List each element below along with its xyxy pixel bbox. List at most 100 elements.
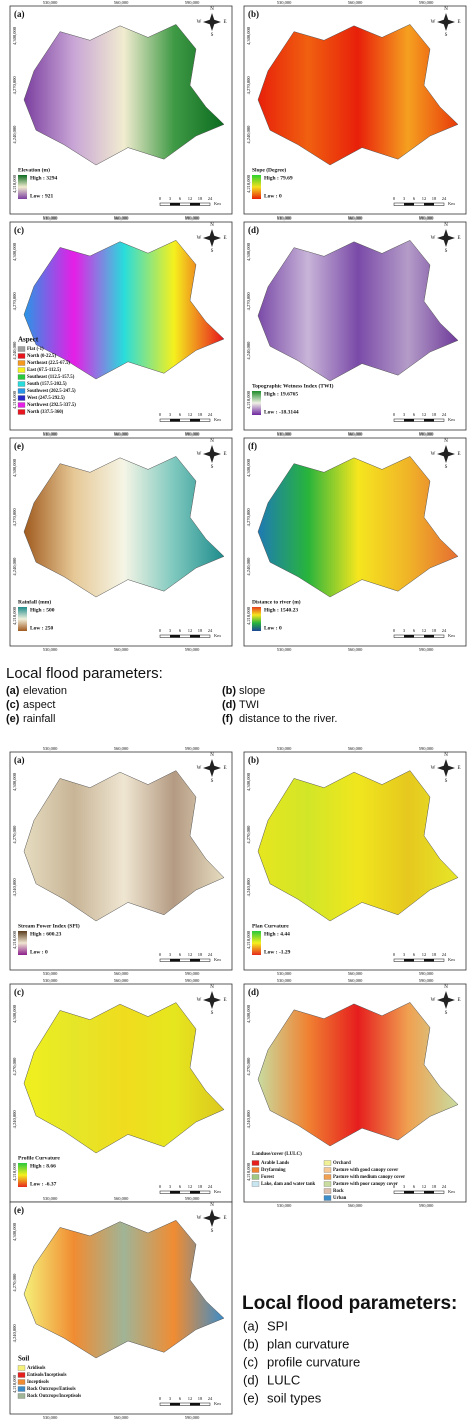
legend-swatch (17, 388, 26, 394)
scale-label: 18 (198, 412, 203, 417)
scale-bar-fill (170, 419, 180, 422)
legend-low: Low : 250 (30, 625, 53, 631)
panel-label: (a) (14, 9, 25, 19)
legend-label: Entisols/Inceptisols (27, 1373, 67, 1378)
scale-bar (393, 634, 445, 638)
x-coordinate-label: 560,000 (114, 431, 129, 437)
y-coordinate-label: 4,210,000 (12, 1162, 18, 1181)
y-coordinate-label: 4,270,000 (12, 1057, 18, 1076)
compass-label: W (197, 236, 202, 241)
legend-title: Soil (18, 1355, 29, 1363)
x-coordinate-label: 590,000 (185, 431, 200, 437)
caption-key: (a) (243, 1318, 259, 1333)
scale-label: 3 (403, 196, 406, 201)
legend-label: Northwest (292.5-337.5) (27, 403, 76, 408)
legend-swatch (17, 367, 26, 373)
y-coordinate-label: 4,240,000 (246, 125, 252, 144)
scale-label: 12 (422, 1184, 427, 1189)
y-coordinate-label: 4,270,000 (12, 292, 18, 311)
compass-label: E (223, 1216, 226, 1221)
scale-bar (393, 958, 445, 962)
x-coordinate-label: 530,000 (277, 216, 292, 222)
caption-key: (a) (6, 685, 20, 697)
x-coordinate-label: 560,000 (348, 0, 363, 6)
compass-label: S (211, 465, 214, 470)
x-coordinate-label: 560,000 (348, 216, 363, 222)
panel-label: (a) (14, 755, 25, 765)
x-coordinate-label: 560,000 (348, 432, 363, 438)
compass-label: E (457, 452, 460, 457)
y-coordinate-label: 4,210,000 (246, 1162, 252, 1181)
scale-label: 24 (442, 196, 447, 201)
legend-title: Elevation (m) (18, 166, 50, 173)
scale-unit: Km (214, 957, 221, 962)
legend-label: South (157.5-202.5) (27, 382, 67, 387)
scale-label: 12 (188, 628, 193, 633)
x-coordinate-label: 530,000 (43, 431, 58, 437)
caption-text: TWI (239, 699, 259, 711)
legend-swatch (17, 360, 26, 366)
scale-label: 12 (422, 952, 427, 957)
legend-high: High : 600.23 (30, 931, 62, 937)
x-coordinate-label: 590,000 (419, 1203, 434, 1209)
legend-label: North (0-22.5) (27, 354, 56, 359)
legend-label: Urban (333, 1196, 347, 1201)
map-area (23, 24, 225, 166)
scale-bar-fill (424, 635, 434, 638)
legend-label: Pasture with medium canopy cover (333, 1175, 406, 1180)
scale-label: 0 (393, 1184, 396, 1189)
legend-label: Northeast (22.5-67.5) (27, 361, 70, 366)
scale-label: 24 (208, 1184, 213, 1189)
scale-label: 18 (432, 1184, 437, 1189)
scale-label: 0 (159, 628, 162, 633)
legend-swatch (17, 1379, 26, 1385)
scale-label: 6 (413, 1184, 416, 1189)
legend-high: High : 500 (30, 607, 55, 613)
scale-unit: Km (448, 417, 455, 422)
compass-label: E (223, 766, 226, 771)
x-coordinate-label: 590,000 (185, 0, 200, 6)
panel-label: (e) (14, 1205, 24, 1215)
scale-unit: Km (448, 1189, 455, 1194)
scale-label: 12 (188, 952, 193, 957)
scale-bar-fill (424, 203, 434, 206)
x-coordinate-label: 560,000 (348, 1203, 363, 1209)
scale-label: 12 (422, 628, 427, 633)
legend-swatch (17, 402, 26, 408)
compass-label: S (211, 33, 214, 38)
x-coordinate-label: 590,000 (419, 431, 434, 437)
y-coordinate-label: 4,300,000 (12, 26, 18, 45)
legend-low: Low : 0 (30, 949, 48, 955)
compass-label: E (457, 998, 460, 1003)
legend-swatch (323, 1195, 332, 1201)
scale-label: 12 (188, 412, 193, 417)
compass-label: S (445, 465, 448, 470)
panel-label: (b) (248, 755, 259, 765)
scale-label: 24 (208, 952, 213, 957)
legend-high: High : 4.44 (264, 931, 290, 937)
caption-text: plan curvature (267, 1336, 349, 1351)
x-coordinate-label: 530,000 (43, 978, 58, 984)
x-coordinate-label: 560,000 (114, 647, 129, 653)
compass-label: N (444, 753, 448, 758)
compass-label: N (210, 985, 214, 990)
x-coordinate-label: 560,000 (114, 216, 129, 222)
y-coordinate-label: 4,300,000 (12, 772, 18, 791)
x-coordinate-label: 560,000 (114, 215, 129, 221)
legend-swatch (323, 1167, 332, 1173)
panel-label: (e) (14, 441, 24, 451)
caption-text: distance to the river. (239, 713, 337, 725)
caption-title: Local flood parameters: (6, 665, 163, 682)
panel-label: (c) (14, 987, 24, 997)
legend-label: Arable Lands (261, 1161, 289, 1166)
scale-label: 18 (432, 412, 437, 417)
scale-label: 0 (159, 1184, 162, 1189)
y-coordinate-label: 4,210,000 (246, 390, 252, 409)
caption-text: SPI (267, 1318, 288, 1333)
legend-swatch (323, 1181, 332, 1187)
y-coordinate-label: 4,300,000 (246, 772, 252, 791)
y-coordinate-label: 4,300,000 (246, 242, 252, 261)
legend-label: Lake, dam and water tank (261, 1182, 315, 1187)
y-coordinate-label: 4,240,000 (12, 557, 18, 576)
